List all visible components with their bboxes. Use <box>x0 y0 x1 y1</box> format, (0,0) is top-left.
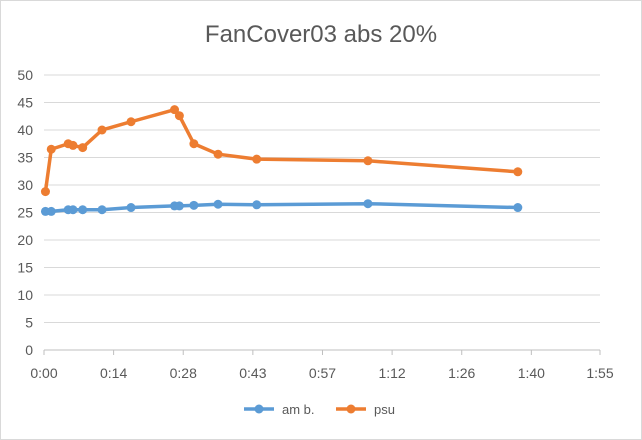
data-point <box>78 205 88 215</box>
data-point <box>68 140 78 150</box>
x-tick-label: 0:43 <box>239 365 266 381</box>
data-point <box>68 205 78 215</box>
data-point <box>46 144 56 154</box>
y-tick-label: 0 <box>25 342 33 358</box>
y-tick-label: 10 <box>17 287 33 303</box>
y-tick-label: 50 <box>17 67 33 83</box>
y-tick-label: 20 <box>17 232 33 248</box>
data-point <box>174 201 184 211</box>
x-tick-label: 0:57 <box>309 365 336 381</box>
y-tick-label: 15 <box>17 260 33 276</box>
y-tick-label: 45 <box>17 95 33 111</box>
data-point <box>252 154 262 164</box>
series <box>40 105 523 216</box>
x-tick-labels: 0:00 0:14 0:28 0:43 0:57 1:12 1:26 1:40 1:55 <box>30 365 613 381</box>
data-point <box>363 156 373 166</box>
data-point <box>97 125 107 135</box>
data-point <box>213 199 223 209</box>
chart-title: FanCover03 abs 20% <box>205 21 437 48</box>
data-point <box>213 149 223 159</box>
y-tick-label: 30 <box>17 177 33 193</box>
y-tick-label: 40 <box>17 122 33 138</box>
x-tick-label: 0:14 <box>100 365 127 381</box>
y-tick-label: 35 <box>17 150 33 166</box>
data-point <box>513 167 523 177</box>
y-tick-label: 5 <box>25 315 33 331</box>
axes <box>43 349 601 355</box>
data-point <box>126 203 136 213</box>
legend-label: am b. <box>282 402 315 417</box>
y-tick-labels: 0 5 10 15 20 25 30 35 40 45 50 <box>17 67 33 358</box>
legend-label: psu <box>374 402 395 417</box>
data-point <box>97 205 107 215</box>
data-point <box>189 139 199 149</box>
x-tick-label: 1:55 <box>586 365 613 381</box>
series-line-0 <box>43 201 520 214</box>
data-point <box>252 200 262 210</box>
legend-marker <box>254 404 264 414</box>
data-point <box>189 200 199 210</box>
data-point <box>126 117 136 127</box>
x-tick-label: 1:26 <box>448 365 475 381</box>
data-point <box>46 206 56 216</box>
x-tick-label: 1:12 <box>378 365 405 381</box>
legend-marker <box>346 404 356 414</box>
x-tick-label: 0:00 <box>30 365 57 381</box>
legend: am b. psu <box>244 402 395 417</box>
data-point <box>40 187 50 197</box>
y-tick-label: 25 <box>17 205 33 221</box>
data-point <box>174 111 184 121</box>
data-point <box>170 105 180 115</box>
data-point <box>513 203 523 213</box>
data-point <box>363 199 373 209</box>
x-tick-label: 0:28 <box>170 365 197 381</box>
series-line-1 <box>43 107 520 194</box>
data-point <box>78 143 88 153</box>
gridlines <box>44 74 600 323</box>
x-tick-label: 1:40 <box>518 365 545 381</box>
